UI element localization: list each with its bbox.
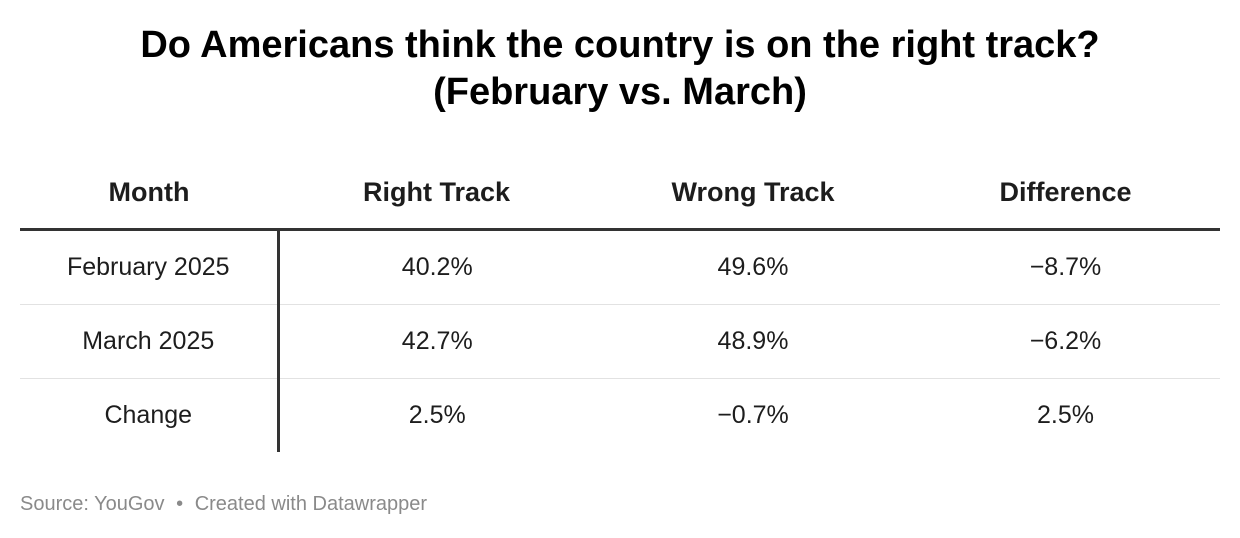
source-note: Source: YouGov <box>20 493 165 515</box>
table-cell: −0.7% <box>717 401 789 429</box>
chart-title: Do Americans think the country is on the… <box>0 22 1240 116</box>
footer: Source: YouGov • Created with Datawrappe… <box>20 492 427 516</box>
chart-title-line-1: Do Americans think the country is on the… <box>140 24 1100 66</box>
table-cell: −8.7% <box>911 229 1220 305</box>
table-cell: 42.7% <box>278 304 595 379</box>
footer-separator: • <box>176 493 184 515</box>
table-cell: 48.9% <box>595 304 911 379</box>
table-cell: 2.5% <box>1037 401 1094 429</box>
table-cell: 40.2% <box>278 229 595 305</box>
data-table: Month Right Track Wrong Track Difference… <box>20 157 1220 452</box>
column-header-right-track: Right Track <box>278 157 595 231</box>
credit-note: Created with Datawrapper <box>194 493 428 515</box>
table-row: March 2025 42.7% 48.9% −6.2% <box>20 304 1220 379</box>
column-header-wrong-track: Wrong Track <box>595 157 911 231</box>
table-row: Change 2.5% −0.7% 2.5% <box>20 378 1220 452</box>
table-header-row: Month Right Track Wrong Track Difference <box>20 157 1220 231</box>
column-header-difference: Difference <box>911 157 1220 231</box>
table-cell: 49.6% <box>595 229 911 305</box>
table-cell: 2.5% <box>408 401 466 429</box>
row-label: Change <box>20 378 280 452</box>
column-header-month: Month <box>20 157 278 231</box>
row-label: March 2025 <box>20 304 280 379</box>
table-row: February 2025 40.2% 49.6% −8.7% <box>20 229 1220 305</box>
chart-title-line-2: (February vs. March) <box>433 71 807 113</box>
table-cell: −6.2% <box>911 304 1220 379</box>
row-label: February 2025 <box>20 229 280 305</box>
